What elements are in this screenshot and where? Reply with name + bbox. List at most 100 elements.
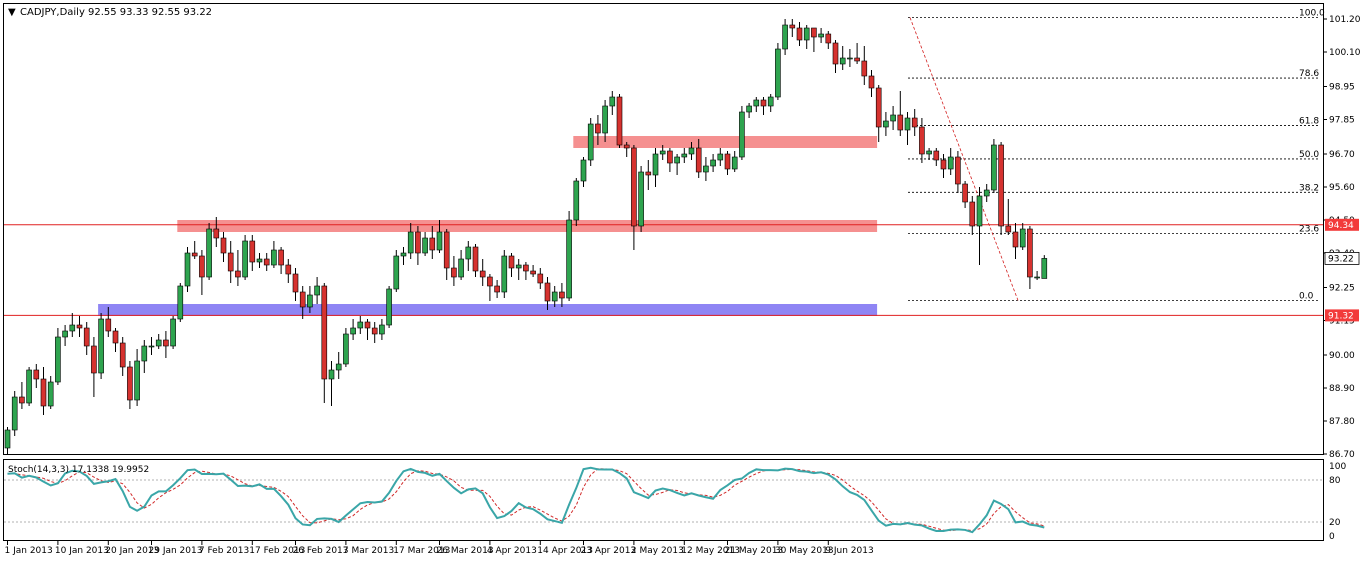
candle-body bbox=[69, 324, 76, 332]
candle-body bbox=[530, 270, 536, 275]
candle bbox=[818, 28, 824, 43]
candle bbox=[91, 337, 97, 397]
candle-body bbox=[263, 258, 270, 266]
candle-body bbox=[177, 285, 184, 320]
candle-body bbox=[256, 258, 263, 263]
candle-body bbox=[616, 96, 623, 146]
candle bbox=[1034, 271, 1040, 280]
candle-body bbox=[220, 237, 227, 254]
candle-body bbox=[479, 270, 486, 278]
price-tick-label: 92.25 bbox=[1329, 284, 1355, 294]
candle bbox=[746, 103, 752, 118]
candle bbox=[26, 367, 32, 406]
candle-body bbox=[861, 60, 868, 77]
candle bbox=[364, 319, 371, 340]
candle bbox=[371, 322, 378, 343]
candle-body bbox=[847, 57, 853, 60]
candle-body bbox=[119, 342, 126, 368]
candle-body bbox=[134, 360, 140, 401]
candle-body bbox=[631, 147, 637, 227]
chart-menu-icon[interactable]: ▼ bbox=[8, 7, 16, 18]
candle bbox=[256, 253, 263, 268]
candle bbox=[652, 148, 659, 187]
candle-body bbox=[969, 201, 976, 227]
time-tick-label: 26 Feb 2013 bbox=[293, 546, 349, 556]
candle-body bbox=[940, 159, 947, 170]
candle-body bbox=[91, 345, 97, 374]
candle bbox=[998, 142, 1004, 235]
price-tick-label: 95.60 bbox=[1329, 183, 1355, 193]
time-tick-label: 4 Apr 2013 bbox=[487, 546, 537, 556]
zones-layer bbox=[98, 136, 878, 316]
candle bbox=[343, 328, 349, 367]
candle bbox=[976, 187, 983, 265]
red-zone-upper bbox=[573, 136, 878, 148]
candle bbox=[299, 286, 306, 319]
candle-body bbox=[386, 288, 392, 326]
candle bbox=[263, 253, 270, 271]
candle-body bbox=[213, 228, 220, 239]
candle-body bbox=[825, 33, 832, 44]
candle-body bbox=[551, 291, 558, 302]
time-tick-label: 21 May 2013 bbox=[725, 546, 784, 556]
red-zone-mid bbox=[177, 220, 878, 232]
candle-body bbox=[19, 396, 25, 404]
candle bbox=[933, 148, 940, 166]
candle-body bbox=[868, 75, 875, 89]
candle-body bbox=[299, 291, 306, 308]
candle bbox=[400, 247, 407, 265]
candle bbox=[710, 154, 716, 172]
candle-body bbox=[883, 120, 889, 128]
candle bbox=[839, 46, 846, 70]
candle bbox=[631, 145, 637, 250]
stoch-label: Stoch(14,3,3) 17.1338 19.9952 bbox=[8, 465, 149, 475]
stochastic-layer: 100 80 20 0 bbox=[4, 462, 1346, 542]
candle-body bbox=[26, 369, 32, 404]
candle-body bbox=[811, 27, 817, 38]
candle bbox=[609, 91, 616, 115]
time-tick-label: 29 Jan 2013 bbox=[149, 546, 203, 556]
price-label-text: 91.32 bbox=[1328, 311, 1354, 321]
candle bbox=[69, 313, 76, 337]
candle-body bbox=[983, 189, 990, 197]
candle bbox=[638, 166, 644, 232]
candle-body bbox=[933, 150, 940, 161]
candle bbox=[235, 250, 241, 286]
fib-trend-line bbox=[909, 17, 1019, 301]
candle-body bbox=[271, 249, 277, 266]
candle-body bbox=[1027, 228, 1033, 278]
fib-level-label: 38.2 bbox=[1299, 183, 1319, 193]
candle bbox=[1012, 223, 1019, 259]
candle-body bbox=[731, 156, 738, 170]
candle bbox=[623, 142, 630, 157]
candle bbox=[537, 268, 544, 289]
candle-body bbox=[62, 330, 68, 338]
candle-body bbox=[623, 144, 630, 149]
current-price-box bbox=[1324, 251, 1360, 265]
candle-body bbox=[609, 96, 616, 107]
candle bbox=[1019, 223, 1026, 250]
candle-body bbox=[746, 105, 752, 113]
candle-body bbox=[307, 294, 313, 308]
time-tick-label: 9 Jun 2013 bbox=[825, 546, 873, 556]
candle bbox=[443, 229, 450, 280]
candle bbox=[767, 94, 774, 112]
time-tick-label: 12 May 2013 bbox=[681, 546, 740, 556]
candle-body bbox=[47, 381, 54, 407]
candle bbox=[595, 115, 601, 145]
candle-body bbox=[1005, 225, 1012, 233]
candle bbox=[98, 313, 104, 379]
candle bbox=[148, 337, 155, 355]
candle-body bbox=[559, 291, 565, 299]
candle-body bbox=[4, 429, 11, 449]
candle-body bbox=[235, 270, 241, 278]
candle bbox=[919, 118, 925, 163]
fib-level-label: 0.0 bbox=[1299, 291, 1314, 301]
candle bbox=[213, 217, 220, 247]
fibonacci-layer: 100.0 78.6 61.8 50.0 38.2 23.6 0.0 bbox=[908, 9, 1325, 301]
candle-body bbox=[371, 327, 378, 335]
candle-body bbox=[580, 159, 587, 182]
